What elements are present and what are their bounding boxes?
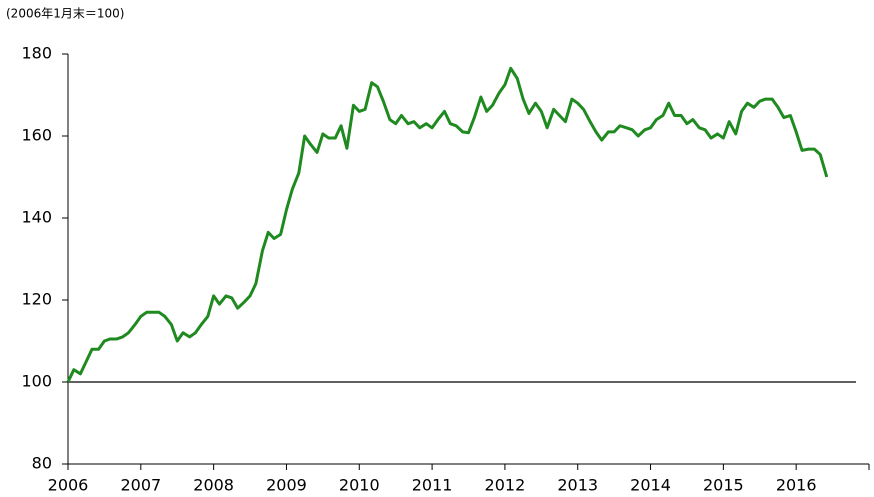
y-tick-label: 180 (21, 44, 52, 63)
x-tick-label: 2006 (48, 476, 89, 495)
y-tick-label: 140 (21, 208, 52, 227)
y-tick-label: 100 (21, 372, 52, 391)
x-tick-label: 2014 (630, 476, 671, 495)
x-tick-label: 2008 (193, 476, 234, 495)
line-series (66, 66, 829, 383)
y-tick-label: 120 (21, 290, 52, 309)
x-tick-label: 2011 (412, 476, 453, 495)
x-tick-label: 2007 (120, 476, 161, 495)
x-tick-label: 2013 (557, 476, 598, 495)
x-tick-label: 2012 (485, 476, 526, 495)
x-tick-label: 2009 (266, 476, 307, 495)
x-tick-label: 2016 (776, 476, 817, 495)
y-tick-label: 80 (32, 454, 52, 473)
x-tick-label: 2015 (703, 476, 744, 495)
y-tick-label: 160 (21, 126, 52, 145)
chart-subtitle: (2006年1月末＝100) (6, 7, 124, 21)
x-tick-label: 2010 (339, 476, 380, 495)
